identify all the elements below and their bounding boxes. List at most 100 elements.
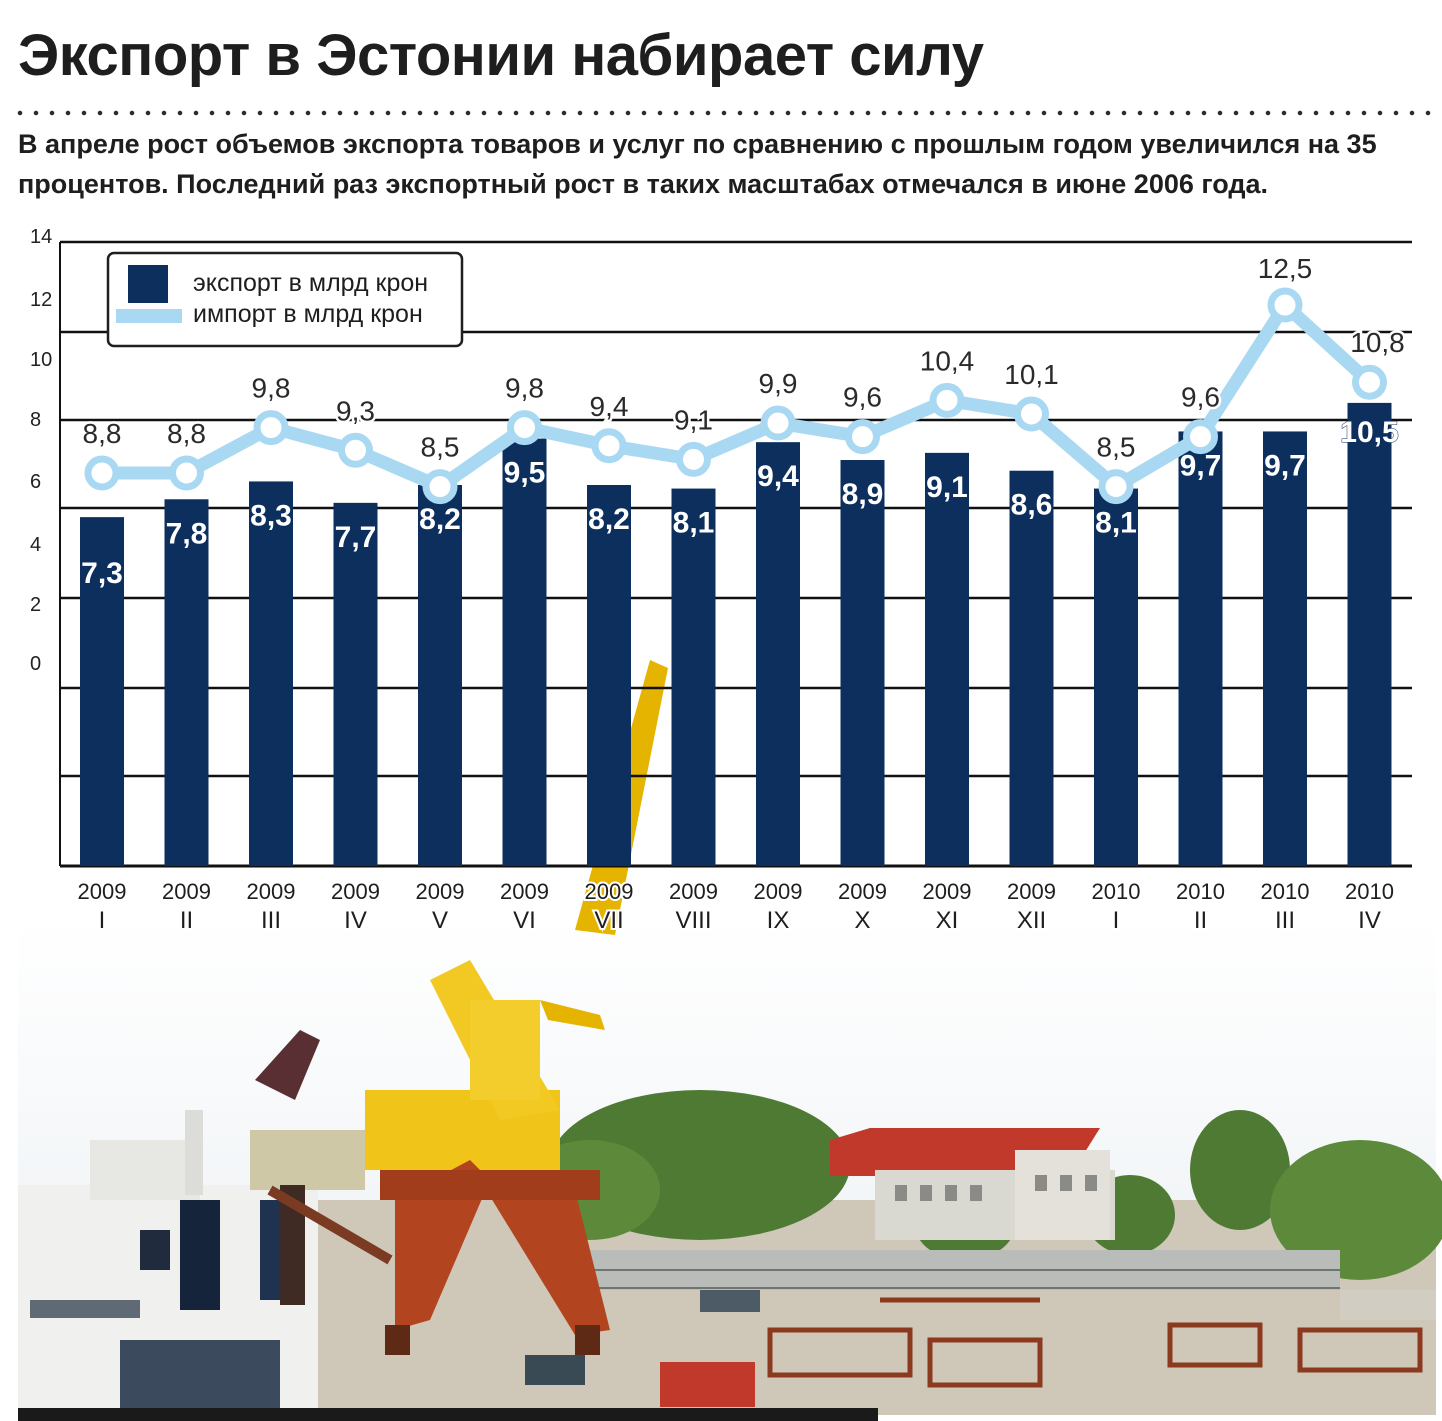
export-value-label: 8,1	[1095, 507, 1137, 540]
y-tick-label: 14	[30, 226, 52, 248]
legend-import-label: импорт в млрд крон	[193, 300, 423, 328]
import-value-label: 9,3	[336, 395, 375, 426]
import-point	[1267, 287, 1303, 323]
export-bar	[1094, 488, 1138, 866]
x-tick-month: II	[180, 907, 193, 934]
export-bar	[1263, 431, 1307, 866]
export-bar	[502, 438, 547, 866]
import-value-label: 8,5	[421, 432, 460, 463]
import-point	[253, 410, 289, 446]
export-value-label: 7,7	[335, 521, 377, 554]
x-tick-year: 2009	[923, 879, 972, 904]
x-tick-year: 2009	[754, 879, 803, 904]
import-value-label: 10,1	[1004, 359, 1059, 390]
headline: Экспорт в Эстонии набирает силу	[18, 23, 984, 88]
export-value-label: 7,8	[166, 517, 208, 550]
export-bar	[164, 499, 209, 866]
x-tick-month: II	[1194, 907, 1207, 934]
x-tick-year: 2009	[1007, 879, 1056, 904]
import-line	[84, 287, 1387, 505]
export-value-label: 7,3	[81, 557, 123, 590]
x-tick-month: I	[99, 907, 106, 934]
export-bar	[671, 488, 716, 866]
x-tick-year: 2009	[247, 879, 296, 904]
y-tick-label: 4	[30, 534, 41, 556]
dark-crane	[250, 1030, 393, 1305]
export-value-label: 9,5	[504, 457, 546, 490]
x-tick-year: 2009	[416, 879, 465, 904]
y-tick-label: 6	[30, 471, 41, 493]
import-value-label: 9,4	[590, 391, 629, 422]
x-tick-year: 2010	[1176, 879, 1225, 904]
harbor-building	[830, 1128, 1115, 1240]
export-bar	[249, 481, 293, 866]
import-point	[1352, 364, 1387, 400]
export-value-label: 8,6	[1011, 489, 1053, 522]
export-value-label: 8,9	[842, 478, 884, 511]
y-tick-label: 12	[30, 289, 52, 311]
x-tick-month: IX	[767, 907, 790, 934]
export-value-label: 8,3	[250, 499, 292, 532]
export-bar	[925, 452, 969, 866]
import-point	[507, 410, 542, 446]
import-value-label: 9,8	[252, 373, 291, 404]
x-tick-year: 2009	[500, 879, 549, 904]
export-bar	[418, 485, 462, 866]
x-tick-year: 2009	[838, 879, 887, 904]
import-point	[1014, 396, 1049, 432]
y-tick-label: 0	[30, 653, 41, 675]
export-bar	[80, 517, 124, 866]
y-tick-label: 2	[30, 594, 41, 616]
x-tick-month: VI	[513, 907, 536, 934]
import-point	[422, 469, 458, 505]
port-photo	[18, 660, 1442, 1421]
export-value-label: 9,7	[1180, 449, 1222, 482]
dotted-divider	[12, 110, 1432, 116]
data-labels: 7,3 7,8 8,3 7,7 8,2 9,5 8,2 8,1 9,4 8,9 9,1 8,6 8,1 9…	[80, 251, 1407, 591]
x-tick-year: 2010	[1345, 879, 1394, 904]
export-bar	[1009, 470, 1054, 866]
x-tick-month: IV	[344, 907, 367, 934]
export-value-label: 10,5	[1340, 416, 1398, 449]
export-bar	[333, 502, 378, 866]
x-tick-year: 2009	[669, 879, 718, 904]
import-point	[84, 455, 120, 491]
import-value-label: 10,4	[920, 345, 975, 376]
import-point	[760, 405, 796, 441]
export-bar	[1347, 402, 1392, 866]
x-tick-month: III	[261, 907, 281, 934]
x-tick-month: VII	[594, 907, 623, 934]
x-tick-year: 2009	[78, 879, 127, 904]
export-bar	[756, 442, 800, 866]
import-value-label: 9,6	[843, 382, 882, 413]
x-axis-ticks: 2009I2009II2009III2009IV2009V2009VI2009V…	[76, 877, 1396, 936]
import-point	[1098, 469, 1134, 505]
import-value-label: 12,5	[1258, 253, 1313, 284]
x-tick-month: III	[1275, 907, 1295, 934]
legend: экспорт в млрд крон импорт в млрд крон	[106, 251, 464, 348]
x-tick-year: 2010	[1261, 879, 1310, 904]
caption-strip	[18, 1408, 878, 1421]
x-tick-month: XI	[936, 907, 959, 934]
x-tick-year: 2009	[162, 879, 211, 904]
export-value-label: 9,7	[1264, 449, 1306, 482]
export-bar	[1178, 431, 1223, 866]
export-value-label: 8,2	[419, 503, 461, 536]
export-value-label: 9,4	[757, 460, 799, 493]
yellow-crane	[365, 660, 668, 1355]
import-point	[169, 455, 204, 491]
import-point	[676, 441, 711, 477]
x-tick-month: IV	[1358, 907, 1381, 934]
lead-text: В апреле рост объемов экспорта товаров и…	[18, 129, 1377, 199]
export-bars	[80, 402, 1392, 866]
import-value-label: 10,8	[1350, 327, 1405, 358]
x-tick-year: 2009	[585, 879, 634, 904]
export-bar	[587, 485, 631, 866]
import-value-label: 9,1	[674, 404, 713, 435]
import-value-label: 8,8	[83, 418, 122, 449]
ship	[18, 1110, 318, 1421]
legend-import-swatch	[116, 309, 182, 323]
x-tick-month: X	[854, 907, 870, 934]
import-value-label: 8,5	[1097, 432, 1136, 463]
import-point	[591, 428, 627, 464]
